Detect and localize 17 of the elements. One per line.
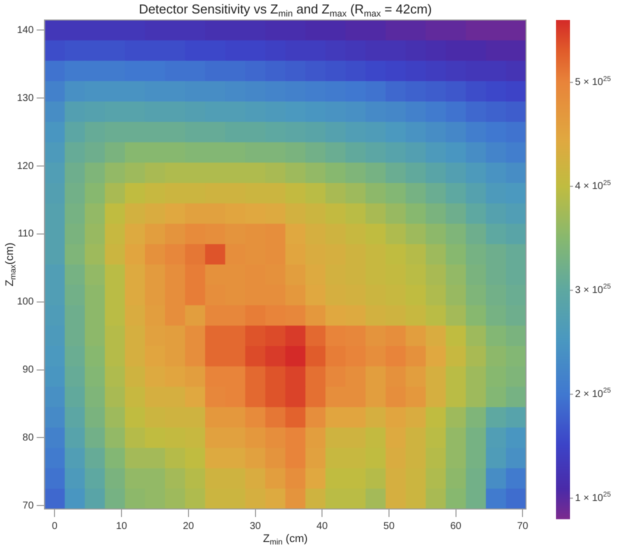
- y-tick-label: 70: [22, 500, 34, 512]
- x-tick-label: 70: [517, 520, 529, 532]
- x-tick-label: 10: [116, 520, 128, 532]
- y-axis-title: Zmax(cm): [4, 242, 18, 286]
- x-tick-label: 20: [182, 520, 194, 532]
- y-tick-label: 90: [22, 364, 34, 376]
- y-tick-label: 110: [18, 228, 34, 240]
- y-tick-label: 100: [16, 296, 34, 308]
- y-tick-label: 130: [16, 92, 34, 104]
- x-tick-label: 0: [52, 520, 58, 532]
- x-tick-label: 50: [383, 520, 395, 532]
- y-tick-label: 140: [16, 24, 34, 36]
- x-tick-label: 30: [250, 520, 262, 532]
- x-tick-label: 40: [316, 520, 328, 532]
- x-tick-label: 60: [450, 520, 462, 532]
- y-tick-label: 80: [22, 432, 34, 444]
- y-tick-label: 120: [16, 160, 34, 172]
